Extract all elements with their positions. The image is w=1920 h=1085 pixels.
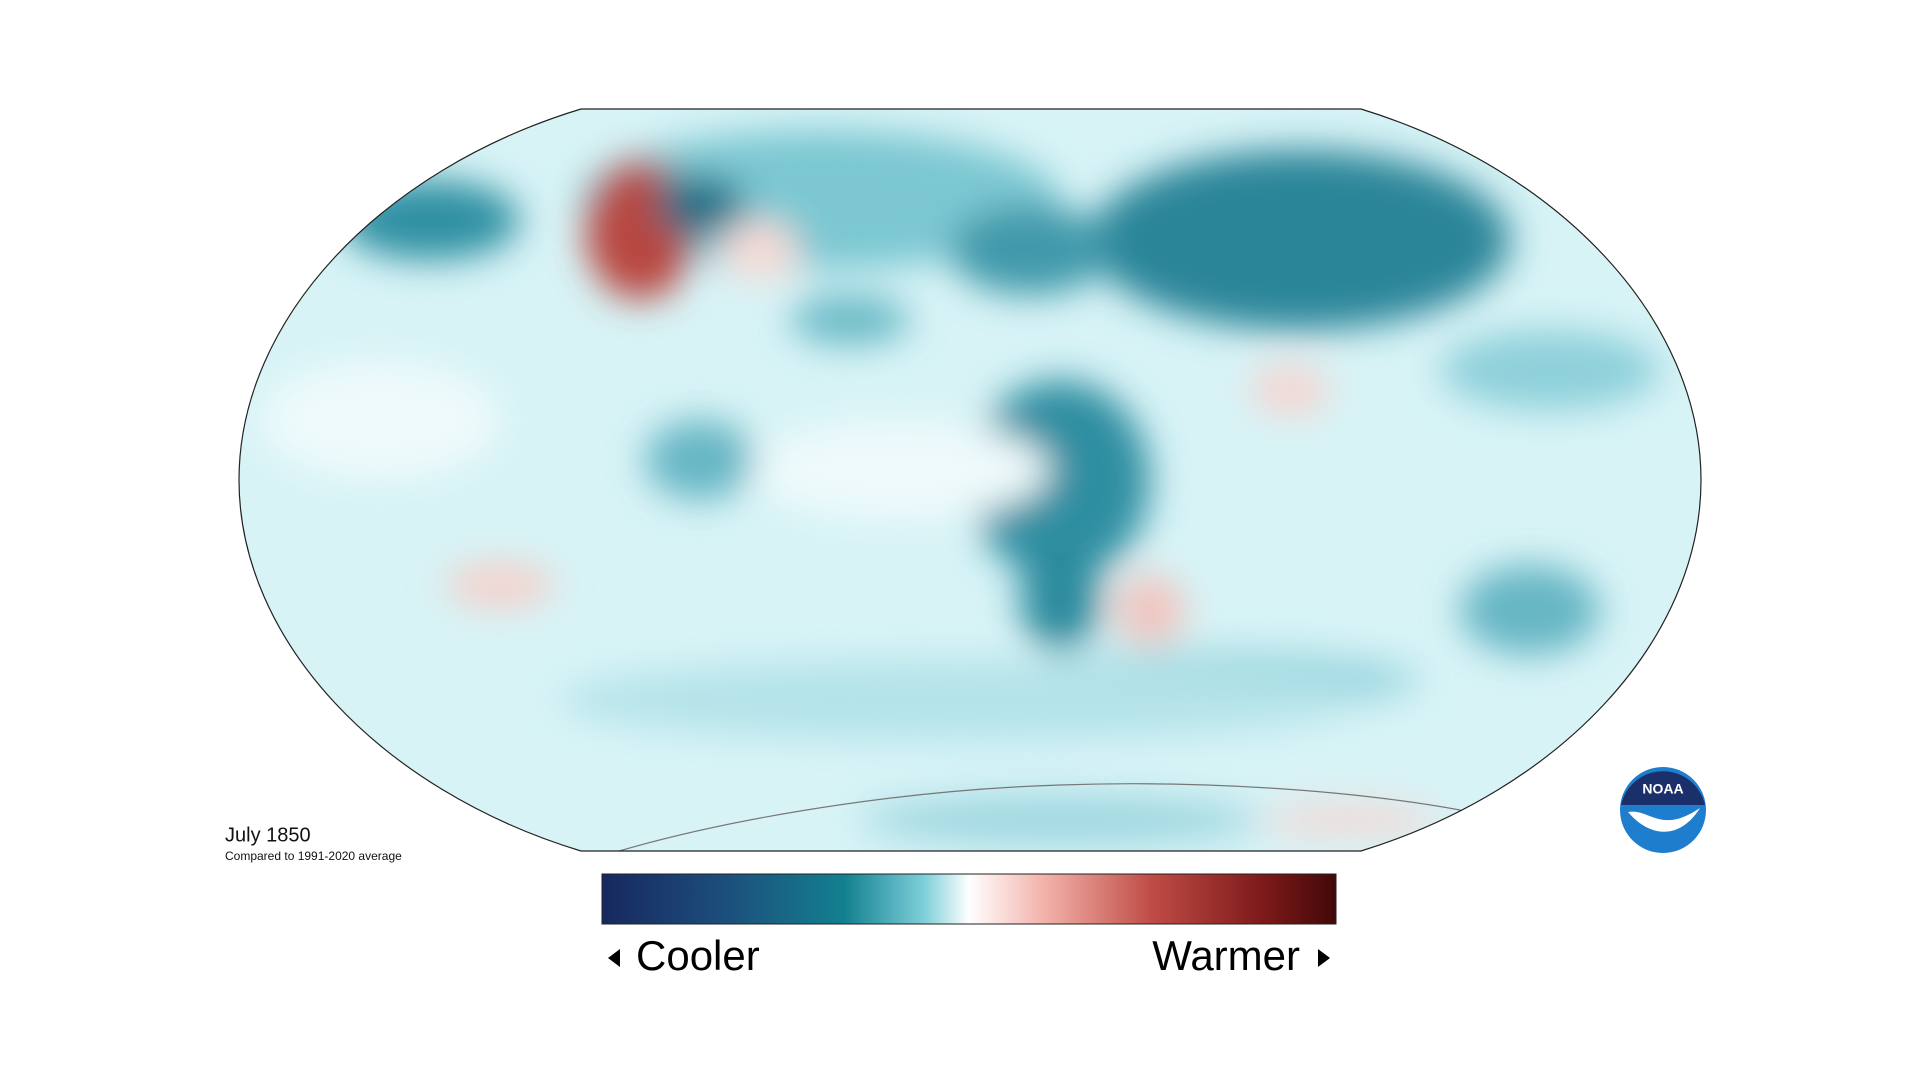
- logo-gull: [1628, 808, 1700, 832]
- warmer-arrow: [1318, 949, 1330, 967]
- map-title: July 1850: [225, 824, 311, 846]
- anomaly-map: [239, 109, 1701, 851]
- antarctica-outline: [559, 783, 1461, 851]
- warmer-label: Warmer: [1152, 932, 1300, 979]
- map-border: [238, 108, 1702, 852]
- logo-text: NOAA: [1642, 781, 1683, 797]
- map-subtitle: Compared to 1991-2020 average: [225, 849, 402, 863]
- logo-top: [1621, 771, 1705, 805]
- cooler-label: Cooler: [636, 932, 760, 979]
- color-scale: [601, 873, 1337, 925]
- noaa-logo: NOAA: [1620, 767, 1706, 853]
- cooler-arrow: [608, 949, 620, 967]
